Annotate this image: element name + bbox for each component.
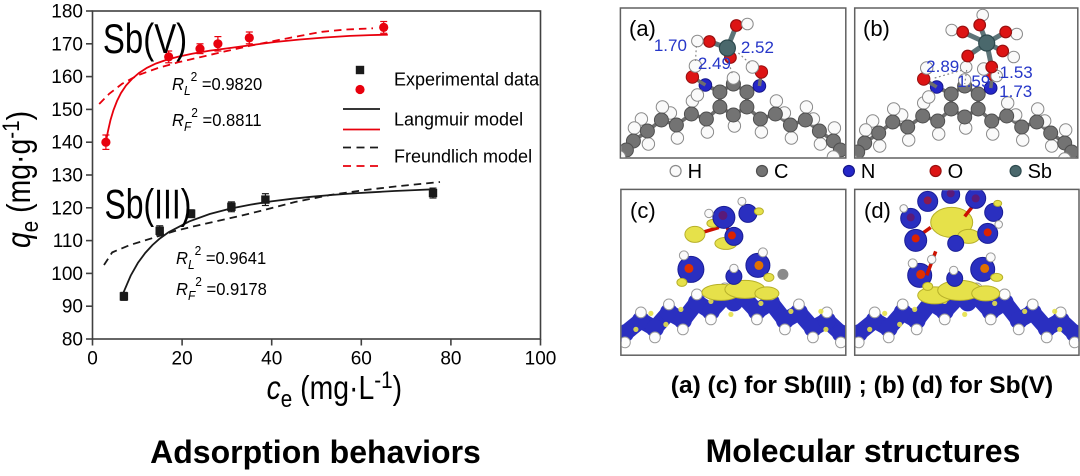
svg-text:1.53: 1.53 xyxy=(1000,63,1033,82)
svg-text:Sb: Sb xyxy=(1028,161,1052,183)
svg-text:(b): (b) xyxy=(863,16,890,41)
svg-text:(a) (c) for Sb(III) ; (b) (d): (a) (c) for Sb(III) ; (b) (d) for Sb(V) xyxy=(671,372,1053,399)
svg-text:RL2 =0.9641: RL2 =0.9641 xyxy=(176,244,266,273)
svg-text:1.73: 1.73 xyxy=(999,82,1032,101)
svg-text:1.59: 1.59 xyxy=(957,72,990,91)
svg-text:(d): (d) xyxy=(864,198,891,223)
svg-text:Molecular structures: Molecular structures xyxy=(706,433,1021,469)
svg-text:80: 80 xyxy=(440,349,461,370)
svg-text:(a): (a) xyxy=(629,16,656,41)
svg-text:90: 90 xyxy=(62,297,83,318)
svg-text:160: 160 xyxy=(51,67,83,88)
svg-text:40: 40 xyxy=(261,349,282,370)
svg-text:Sb(III): Sb(III) xyxy=(105,180,192,227)
svg-text:60: 60 xyxy=(351,349,372,370)
svg-text:Sb(V): Sb(V) xyxy=(103,15,187,62)
svg-text:130: 130 xyxy=(51,166,83,187)
svg-text:N: N xyxy=(861,161,875,183)
svg-text:110: 110 xyxy=(53,231,83,252)
svg-text:80: 80 xyxy=(62,330,83,351)
svg-text:Freundlich model: Freundlich model xyxy=(394,147,532,167)
svg-text:(c): (c) xyxy=(630,198,656,223)
svg-text:100: 100 xyxy=(51,264,83,285)
svg-text:180: 180 xyxy=(51,2,83,23)
svg-text:150: 150 xyxy=(51,100,83,121)
svg-text:O: O xyxy=(948,161,964,183)
svg-text:20: 20 xyxy=(172,349,193,370)
svg-text:0: 0 xyxy=(87,349,98,370)
svg-text:Langmuir model: Langmuir model xyxy=(394,110,523,130)
svg-text:Experimental data: Experimental data xyxy=(394,70,540,90)
svg-text:qe (mg·g-1): qe (mg·g-1) xyxy=(0,111,43,248)
svg-text:2.52: 2.52 xyxy=(741,38,774,57)
svg-text:120: 120 xyxy=(51,198,83,219)
svg-text:140: 140 xyxy=(51,133,83,154)
svg-text:1.70: 1.70 xyxy=(654,36,687,55)
svg-text:2.49: 2.49 xyxy=(698,54,731,73)
svg-text:100: 100 xyxy=(525,349,557,370)
svg-text:C: C xyxy=(774,161,788,183)
svg-text:2.89: 2.89 xyxy=(926,57,959,76)
svg-text:170: 170 xyxy=(51,34,83,55)
svg-text:H: H xyxy=(688,161,702,183)
svg-text:Adsorption behaviors: Adsorption behaviors xyxy=(150,434,481,470)
svg-text:ce (mg·L-1): ce (mg·L-1) xyxy=(267,367,402,413)
